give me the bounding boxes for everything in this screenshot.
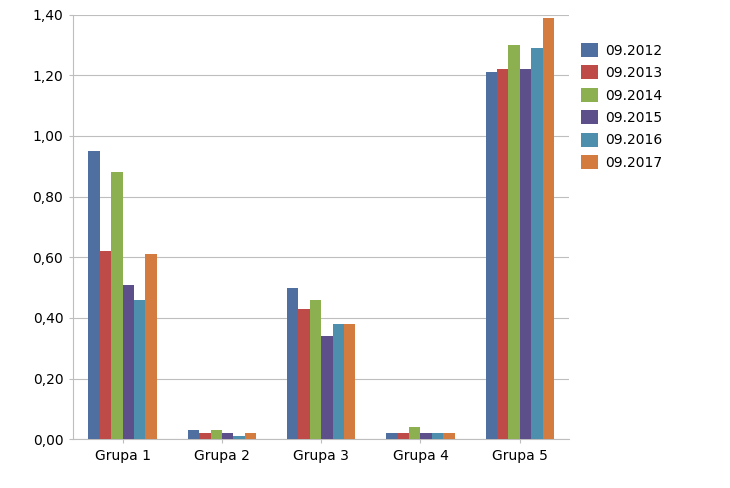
Bar <box>542 18 554 439</box>
Bar <box>245 433 256 439</box>
Bar <box>344 324 356 439</box>
Bar <box>234 436 245 439</box>
Bar <box>310 300 321 439</box>
Bar <box>432 433 443 439</box>
Bar <box>409 427 420 439</box>
Bar <box>398 433 409 439</box>
Bar <box>111 172 123 439</box>
Bar <box>88 151 100 439</box>
Bar <box>321 336 333 439</box>
Legend: 09.2012, 09.2013, 09.2014, 09.2015, 09.2016, 09.2017: 09.2012, 09.2013, 09.2014, 09.2015, 09.2… <box>581 43 662 170</box>
Bar <box>531 48 542 439</box>
Bar <box>100 251 111 439</box>
Bar <box>199 433 210 439</box>
Bar <box>222 433 234 439</box>
Bar <box>508 45 520 439</box>
Bar <box>210 430 222 439</box>
Bar <box>443 433 455 439</box>
Bar <box>188 430 199 439</box>
Bar <box>123 285 134 439</box>
Bar <box>287 287 299 439</box>
Bar <box>299 309 310 439</box>
Bar <box>420 433 432 439</box>
Bar <box>333 324 344 439</box>
Bar <box>134 300 145 439</box>
Bar <box>386 433 398 439</box>
Bar <box>145 254 157 439</box>
Bar <box>485 72 497 439</box>
Bar <box>520 69 531 439</box>
Bar <box>497 69 508 439</box>
